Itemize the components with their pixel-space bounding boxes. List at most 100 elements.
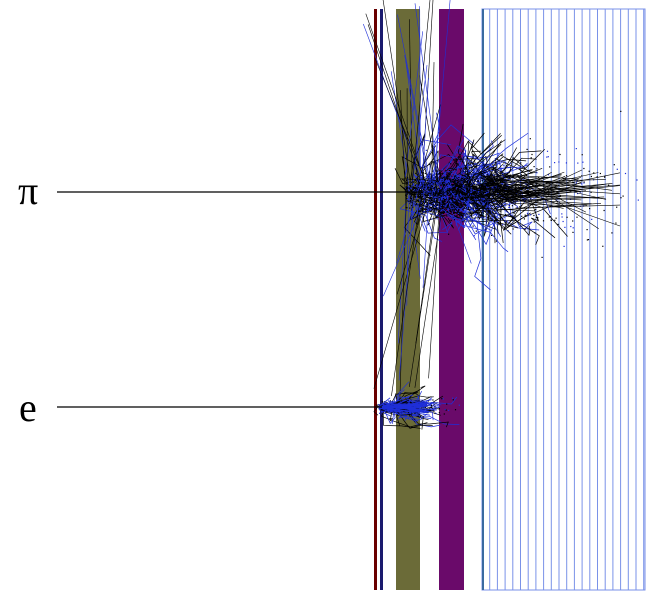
energy-deposit [462, 194, 464, 196]
energy-deposit [471, 191, 473, 193]
energy-deposit [486, 198, 488, 200]
energy-deposit [415, 179, 417, 181]
energy-deposit [529, 185, 531, 187]
energy-deposit [446, 178, 448, 180]
energy-deposit [473, 235, 475, 237]
shower-track [501, 179, 581, 193]
energy-deposit [459, 221, 461, 223]
energy-deposit [407, 417, 409, 419]
energy-deposit [378, 404, 380, 406]
energy-deposit [434, 412, 436, 414]
energy-deposit [434, 206, 436, 208]
energy-deposit [461, 201, 463, 203]
energy-deposit [417, 188, 419, 190]
energy-deposit [572, 231, 574, 233]
energy-deposit [469, 224, 472, 226]
energy-deposit [542, 220, 545, 222]
energy-deposit [458, 202, 460, 204]
energy-deposit [616, 168, 618, 170]
energy-deposit [449, 189, 451, 191]
energy-deposit [470, 178, 472, 180]
energy-deposit [422, 176, 424, 178]
energy-deposit [587, 239, 590, 241]
energy-deposit [423, 182, 425, 184]
energy-deposit [438, 198, 441, 200]
energy-deposit [459, 192, 461, 194]
energy-deposit [429, 195, 431, 197]
shower-track [419, 194, 448, 227]
stray-track [428, 203, 440, 379]
energy-deposit [429, 189, 431, 191]
energy-deposit [459, 205, 461, 207]
energy-deposit [473, 202, 475, 204]
energy-deposit [438, 407, 440, 410]
energy-deposit [504, 183, 506, 185]
energy-deposit [433, 195, 435, 197]
energy-deposit [445, 409, 447, 411]
energy-deposit [495, 240, 497, 242]
energy-deposit [459, 188, 461, 190]
energy-deposit [456, 216, 458, 218]
energy-deposit [440, 200, 442, 202]
energy-deposit [435, 180, 437, 182]
shower-track [392, 392, 419, 407]
energy-deposit [427, 187, 429, 189]
energy-deposit [454, 181, 456, 183]
energy-deposit [482, 212, 485, 214]
energy-deposit [465, 200, 467, 202]
energy-deposit [411, 196, 413, 198]
energy-deposit [448, 233, 450, 235]
energy-deposit [437, 181, 439, 183]
energy-deposit [421, 208, 423, 210]
shower-track [469, 207, 536, 212]
energy-deposit [433, 186, 435, 188]
energy-deposit [465, 184, 467, 186]
energy-deposit [447, 174, 449, 176]
energy-deposit [482, 202, 484, 204]
energy-deposit [440, 197, 442, 199]
energy-deposit [420, 206, 422, 208]
energy-deposit [491, 215, 493, 217]
energy-deposit [469, 185, 471, 187]
energy-deposit [408, 402, 410, 405]
energy-deposit [430, 404, 433, 406]
energy-deposit [491, 194, 493, 196]
energy-deposit [431, 185, 433, 187]
energy-deposit [448, 183, 450, 185]
energy-deposit [497, 204, 499, 206]
energy-deposit [423, 200, 425, 202]
energy-deposit [433, 190, 435, 193]
shower-track [494, 203, 602, 211]
energy-deposit [473, 154, 475, 156]
energy-deposit [417, 203, 419, 205]
energy-deposit [590, 175, 592, 178]
energy-deposit [475, 188, 477, 190]
energy-deposit [416, 199, 419, 201]
energy-deposit [463, 176, 465, 178]
energy-deposit [430, 197, 432, 199]
energy-deposit [495, 162, 497, 164]
energy-deposit [582, 161, 584, 163]
energy-deposit [436, 170, 438, 172]
energy-deposit [576, 180, 578, 182]
energy-deposit [411, 182, 413, 184]
energy-deposit [487, 215, 489, 218]
energy-deposit [433, 187, 435, 189]
energy-deposit [596, 176, 598, 178]
shower-track [428, 203, 491, 291]
energy-deposit [418, 196, 420, 198]
energy-deposit [561, 213, 563, 215]
energy-deposit [565, 162, 567, 164]
energy-deposit [554, 219, 556, 221]
energy-deposit [424, 172, 426, 175]
energy-deposit [570, 225, 572, 228]
shower-track [526, 182, 587, 213]
energy-deposit [435, 186, 437, 188]
shower-track [465, 181, 471, 199]
energy-deposit [448, 197, 450, 199]
energy-deposit [566, 216, 568, 218]
energy-deposit [405, 183, 407, 185]
energy-deposit [448, 198, 450, 200]
energy-deposit [485, 214, 487, 216]
shower-track [486, 175, 562, 185]
